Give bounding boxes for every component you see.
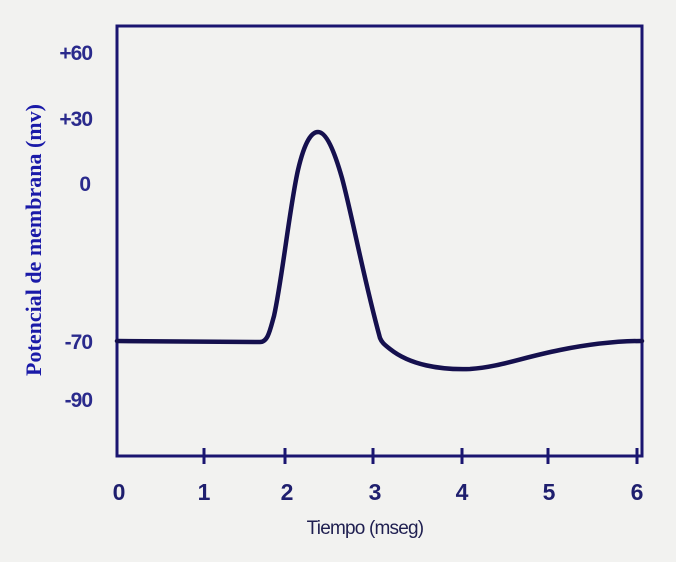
x-tick-3: 3 bbox=[369, 479, 382, 505]
x-tick-labels: 0 1 2 3 4 5 6 bbox=[113, 479, 644, 505]
plot-frame bbox=[115, 24, 644, 458]
y-tick-labels: +60 +30 0 -70 -90 bbox=[59, 42, 93, 412]
y-tick-minus90: -90 bbox=[65, 389, 93, 412]
y-tick-minus70: -70 bbox=[65, 331, 93, 354]
x-tick-0: 0 bbox=[113, 479, 126, 505]
x-tick-4: 4 bbox=[456, 479, 469, 505]
x-tick-5: 5 bbox=[543, 479, 556, 505]
x-tick-1: 1 bbox=[198, 479, 211, 505]
action-potential-trace bbox=[114, 129, 645, 372]
y-tick-plus60: +60 bbox=[59, 42, 92, 65]
y-tick-plus30: +30 bbox=[59, 108, 92, 131]
x-tick-6: 6 bbox=[631, 479, 644, 505]
x-axis-ticks bbox=[202, 448, 639, 464]
y-tick-0: 0 bbox=[79, 173, 90, 196]
y-axis-title: Potencial de membrana (mv) bbox=[21, 104, 46, 376]
x-axis-title: Tiempo (mseg) bbox=[307, 518, 424, 539]
x-tick-2: 2 bbox=[281, 479, 294, 505]
